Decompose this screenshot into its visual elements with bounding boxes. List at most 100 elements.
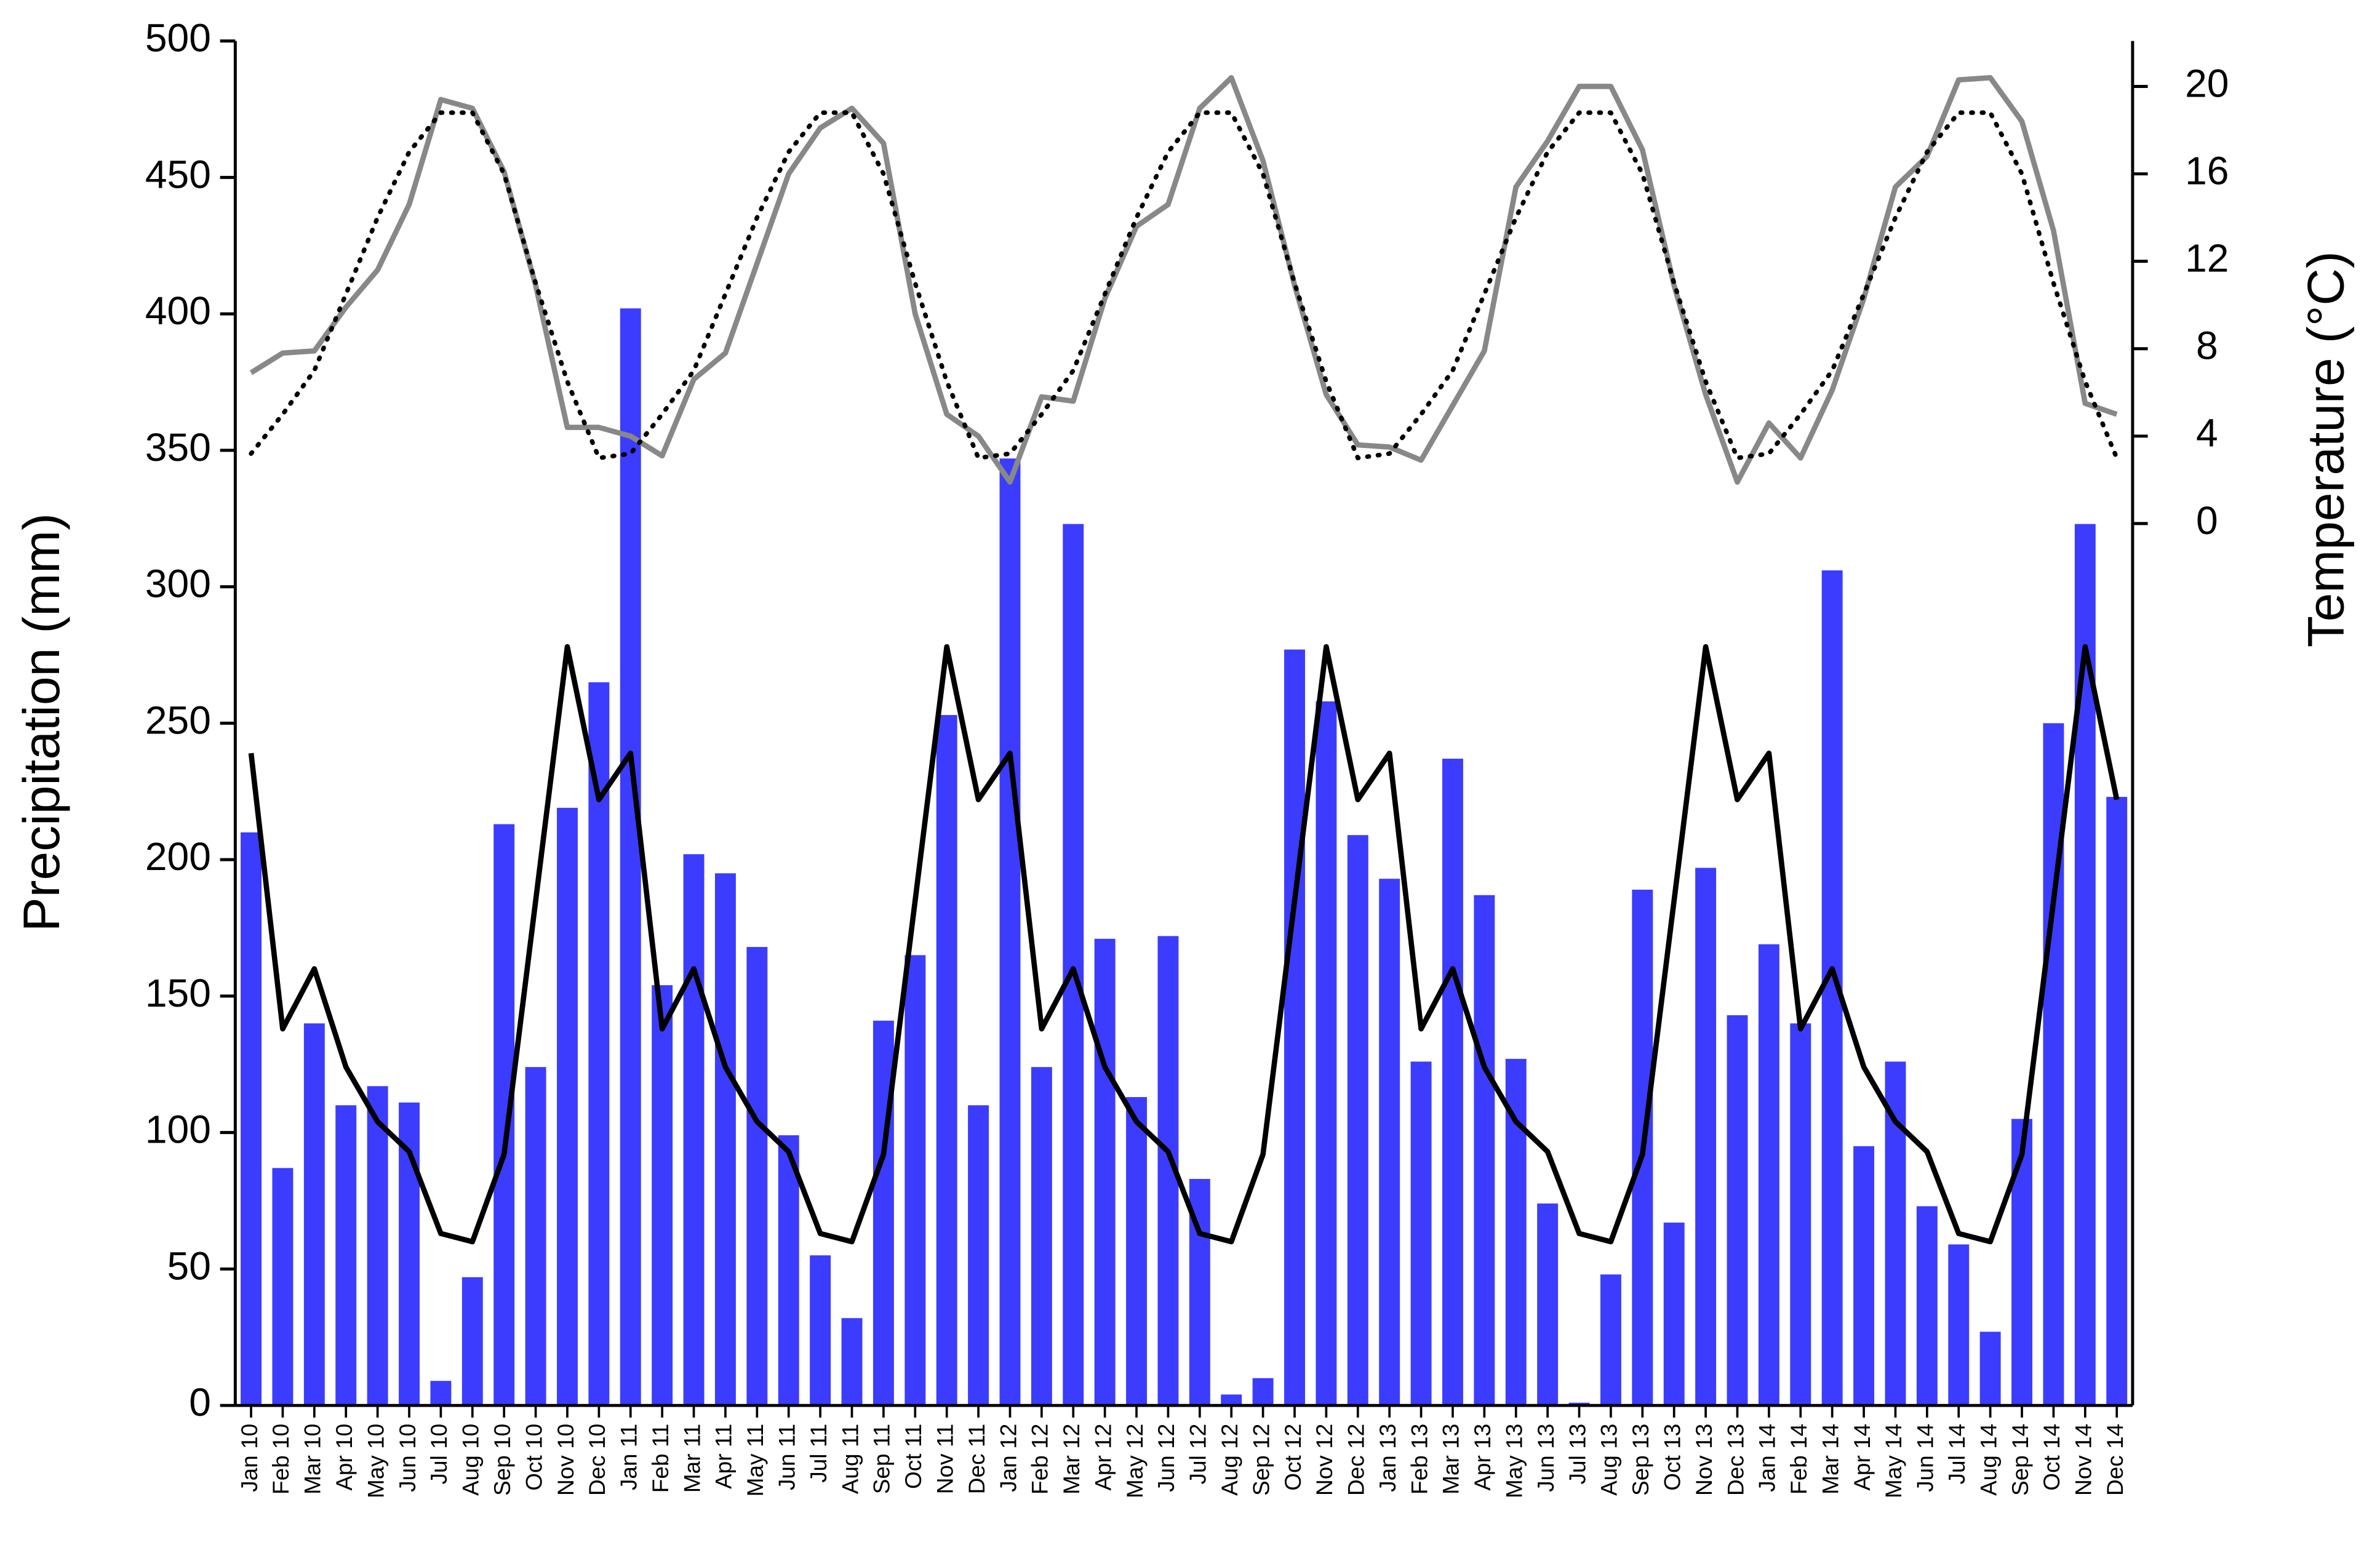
x-tick-label: Oct 11 xyxy=(901,1424,926,1489)
y-tick-label: 200 xyxy=(145,834,211,879)
bar xyxy=(525,1067,546,1406)
bar xyxy=(1948,1244,1970,1406)
y2-tick-label: 0 xyxy=(2196,498,2218,543)
y-tick-label: 300 xyxy=(145,562,211,606)
x-tick-label: Jul 12 xyxy=(1186,1424,1211,1485)
x-tick-label: Jun 14 xyxy=(1913,1424,1938,1492)
bar xyxy=(557,807,578,1406)
x-tick-label: May 14 xyxy=(1881,1424,1906,1498)
bar xyxy=(272,1168,294,1406)
x-tick-label: Aug 13 xyxy=(1597,1424,1622,1496)
bar xyxy=(1410,1061,1432,1406)
bar xyxy=(367,1086,388,1406)
x-tick-label: Apr 12 xyxy=(1090,1424,1116,1491)
x-tick-label: Jan 13 xyxy=(1375,1424,1400,1492)
x-tick-label: Nov 13 xyxy=(1691,1424,1717,1496)
bar xyxy=(1347,835,1368,1406)
x-tick-label: Oct 12 xyxy=(1280,1424,1306,1491)
y2-tick-label: 12 xyxy=(2185,236,2229,281)
x-tick-label: Jan 14 xyxy=(1755,1424,1780,1492)
x-tick-label: Jul 14 xyxy=(1944,1424,1970,1485)
bar xyxy=(1474,895,1495,1406)
x-tick-label: Jul 13 xyxy=(1565,1424,1590,1485)
y-tick-label: 250 xyxy=(145,698,211,742)
x-tick-label: May 11 xyxy=(743,1424,768,1497)
bar xyxy=(1284,649,1305,1406)
y-axis-label: Precipitation (mm) xyxy=(12,513,70,932)
bar xyxy=(1600,1274,1621,1406)
bar xyxy=(1695,868,1717,1406)
line xyxy=(249,110,2119,461)
x-tick-label: Jun 13 xyxy=(1533,1424,1559,1492)
y2-tick-label: 8 xyxy=(2196,324,2218,368)
bar xyxy=(1126,1096,1148,1406)
y2-tick-label: 16 xyxy=(2185,149,2229,193)
bar xyxy=(2106,797,2128,1406)
x-tick-label: Aug 10 xyxy=(458,1424,484,1496)
x-tick-label: Feb 10 xyxy=(268,1424,294,1495)
x-tick-label: Nov 12 xyxy=(1312,1424,1337,1496)
bar xyxy=(335,1105,357,1406)
x-tick-label: May 12 xyxy=(1122,1424,1148,1498)
x-tick-label: May 13 xyxy=(1502,1424,1527,1498)
bar xyxy=(303,1023,325,1406)
x-tick-label: Feb 14 xyxy=(1786,1424,1811,1495)
bar xyxy=(778,1135,799,1406)
bar xyxy=(1442,759,1463,1406)
y-tick-label: 0 xyxy=(189,1380,211,1424)
bar xyxy=(1916,1206,1938,1406)
x-tick-label: Oct 13 xyxy=(1659,1424,1685,1491)
bar xyxy=(652,985,673,1406)
x-tick-label: Sep 10 xyxy=(490,1424,515,1496)
x-tick-label: Jan 11 xyxy=(617,1424,642,1490)
x-tick-label: Mar 13 xyxy=(1439,1424,1464,1495)
y2-tick-label: 4 xyxy=(2196,411,2218,455)
x-tick-label: Mar 14 xyxy=(1818,1424,1843,1495)
x-tick-label: Sep 13 xyxy=(1628,1424,1653,1496)
x-tick-label: Dec 12 xyxy=(1344,1424,1369,1496)
y-tick-label: 450 xyxy=(145,152,211,196)
bar xyxy=(1758,944,1779,1406)
x-tick-label: Sep 14 xyxy=(2008,1424,2033,1496)
x-tick-label: Nov 14 xyxy=(2071,1424,2096,1496)
x-tick-label: May 10 xyxy=(363,1424,388,1498)
bar xyxy=(1727,1015,1748,1406)
x-tick-label: Aug 14 xyxy=(1976,1424,2001,1496)
bar xyxy=(1094,938,1116,1406)
x-tick-label: Jun 10 xyxy=(395,1424,420,1492)
bar xyxy=(841,1318,863,1406)
bar xyxy=(1537,1203,1559,1406)
x-tick-label: Feb 13 xyxy=(1407,1424,1432,1495)
x-tick-label: Feb 12 xyxy=(1028,1424,1053,1495)
y2-tick-label: 20 xyxy=(2185,61,2229,105)
bar xyxy=(936,715,957,1406)
y2-axis-label: Temperature (°C) xyxy=(2297,251,2355,647)
bar xyxy=(1031,1067,1052,1406)
x-tick-label: Jun 12 xyxy=(1154,1424,1179,1492)
bar xyxy=(461,1277,483,1406)
line xyxy=(249,74,2118,485)
x-tick-label: Jan 12 xyxy=(996,1424,1021,1492)
x-tick-label: Aug 11 xyxy=(837,1424,863,1495)
x-tick-label: Apr 13 xyxy=(1470,1424,1495,1491)
x-tick-label: Dec 14 xyxy=(2102,1424,2128,1496)
y-tick-label: 150 xyxy=(145,971,211,1015)
bar xyxy=(1063,524,1084,1406)
bar xyxy=(1853,1146,1875,1406)
bar xyxy=(810,1255,831,1406)
x-tick-label: Dec 10 xyxy=(585,1424,610,1496)
x-tick-label: Apr 14 xyxy=(1850,1424,1875,1491)
x-tick-label: Nov 10 xyxy=(553,1424,578,1496)
x-tick-label: Jul 10 xyxy=(426,1424,452,1485)
x-tick-label: Dec 13 xyxy=(1723,1424,1748,1496)
line xyxy=(248,644,2120,1245)
bar xyxy=(714,873,736,1406)
x-tick-label: Aug 12 xyxy=(1217,1424,1242,1496)
x-tick-label: Oct 10 xyxy=(521,1424,546,1491)
bar xyxy=(1790,1023,1811,1406)
bar xyxy=(999,458,1021,1406)
y-tick-label: 500 xyxy=(145,16,211,60)
bar xyxy=(1663,1223,1685,1406)
x-tick-label: Apr 11 xyxy=(711,1424,737,1489)
